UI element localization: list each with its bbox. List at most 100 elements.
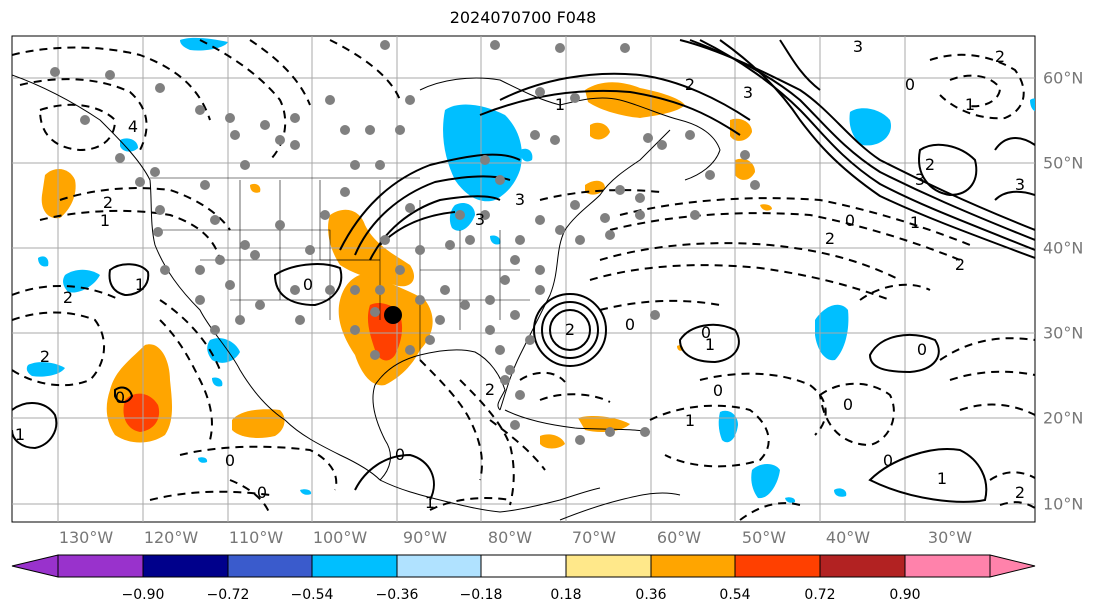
state-borders [150, 177, 530, 360]
colorbar-tick-label: 0.36 [635, 587, 667, 603]
location-marker [384, 306, 402, 324]
lon-label: 100°W [312, 528, 368, 547]
svg-text:0: 0 [225, 451, 235, 470]
svg-text:0: 0 [115, 388, 125, 407]
svg-text:0: 0 [845, 211, 855, 230]
fill-orange-mexico [232, 409, 285, 438]
svg-text:1: 1 [705, 335, 715, 354]
contour-labels: 421 221 000 103 312 330 123 210 223 01 0 … [15, 37, 1025, 512]
lat-label: 20°N [1043, 408, 1084, 428]
fill-blue-pac1 [26, 362, 65, 377]
colorbar-tick-label: −0.90 [121, 587, 165, 603]
fill-blue-atl-n [849, 108, 891, 146]
fill-blue-sm2 [785, 497, 796, 503]
map-frame [11, 35, 1036, 523]
colorbar-seg-max [989, 554, 1036, 578]
lon-label: 120°W [143, 528, 199, 547]
colorbar-tick-label: 0.54 [719, 587, 751, 603]
colorbar-seg [396, 554, 482, 578]
lon-label: 30°W [927, 528, 973, 547]
fill-blue-pac3 [38, 256, 49, 267]
svg-text:0: 0 [257, 483, 267, 502]
lat-label: 10°N [1043, 494, 1084, 514]
svg-text:0: 0 [395, 445, 405, 464]
contours-solid [12, 39, 1035, 503]
colorbar-tick-label: −0.18 [459, 587, 503, 603]
fill-orange-ga [250, 183, 261, 193]
lon-label: 50°W [741, 528, 787, 547]
svg-text:1: 1 [965, 95, 975, 114]
svg-text:2: 2 [485, 380, 495, 399]
fill-orange-atl [760, 204, 772, 211]
svg-text:0: 0 [917, 340, 927, 359]
station-dots [50, 40, 760, 445]
colorbar-seg [480, 554, 567, 578]
svg-text:1: 1 [135, 275, 145, 294]
fill-blue-atl-s2 [751, 464, 780, 499]
svg-text:1: 1 [100, 211, 110, 230]
fill-orange-carib [540, 434, 565, 449]
svg-text:2: 2 [40, 347, 50, 366]
fill-orange-lab2 [590, 122, 610, 140]
svg-text:3: 3 [475, 210, 485, 229]
lon-label: 80°W [487, 528, 533, 547]
lon-label: 40°W [825, 528, 871, 547]
graticule [12, 36, 1035, 522]
svg-text:2: 2 [995, 47, 1005, 66]
fill-blue-sm6 [520, 148, 533, 162]
svg-text:0: 0 [701, 323, 711, 342]
svg-text:3: 3 [853, 37, 863, 56]
svg-text:1: 1 [15, 425, 25, 444]
lat-label: 50°N [1043, 153, 1084, 173]
svg-text:2: 2 [565, 320, 575, 339]
svg-text:1: 1 [555, 95, 565, 114]
fill-red-baja [123, 393, 160, 432]
svg-text:2: 2 [685, 75, 695, 94]
lat-label: 30°N [1043, 323, 1084, 343]
lon-label: 70°W [571, 528, 617, 547]
lat-label: 40°N [1043, 238, 1084, 258]
colorbar-seg [650, 554, 736, 578]
svg-text:2: 2 [925, 155, 935, 174]
lon-label: 60°W [656, 528, 702, 547]
colorbar [11, 554, 1036, 578]
svg-text:0: 0 [303, 275, 313, 294]
coast-hudson [419, 77, 621, 106]
svg-text:2: 2 [63, 288, 73, 307]
svg-text:1: 1 [685, 411, 695, 430]
svg-text:3: 3 [515, 190, 525, 209]
fill-blue-arctic [180, 37, 228, 51]
colorbar-tick-label: 0.90 [889, 587, 921, 603]
svg-text:4: 4 [128, 117, 138, 136]
svg-text:0: 0 [625, 315, 635, 334]
svg-text:0: 0 [883, 451, 893, 470]
lon-label: 90°W [402, 528, 448, 547]
svg-text:1: 1 [910, 213, 920, 232]
svg-text:0: 0 [843, 395, 853, 414]
colorbar-tick-label: −0.72 [206, 587, 250, 603]
svg-text:0: 0 [713, 381, 723, 400]
svg-text:3: 3 [915, 170, 925, 189]
contours-dashed [12, 39, 1035, 521]
fill-orange-nf2 [735, 158, 755, 180]
svg-text:3: 3 [743, 83, 753, 102]
fill-blue-nw [120, 138, 138, 152]
coast-sa [559, 492, 681, 521]
colorbar-seg [734, 554, 821, 578]
colorbar-seg [565, 554, 652, 578]
svg-text:1: 1 [425, 493, 435, 512]
colorbar-seg [819, 554, 906, 578]
fill-blue-mex2 [212, 377, 223, 387]
svg-text:0: 0 [905, 75, 915, 94]
svg-text:1: 1 [937, 469, 947, 488]
fill-blue-east [1030, 98, 1035, 112]
svg-text:2: 2 [1015, 483, 1025, 502]
colorbar-seg [904, 554, 991, 578]
coast-labrador [619, 99, 721, 181]
colorbar-tick-label: −0.36 [375, 587, 419, 603]
map-title: 2024070700 F048 [449, 8, 597, 27]
colorbar-seg-min [11, 554, 59, 578]
colorbar-tick-label: 0.72 [804, 587, 836, 603]
coast-west-north [12, 74, 381, 481]
